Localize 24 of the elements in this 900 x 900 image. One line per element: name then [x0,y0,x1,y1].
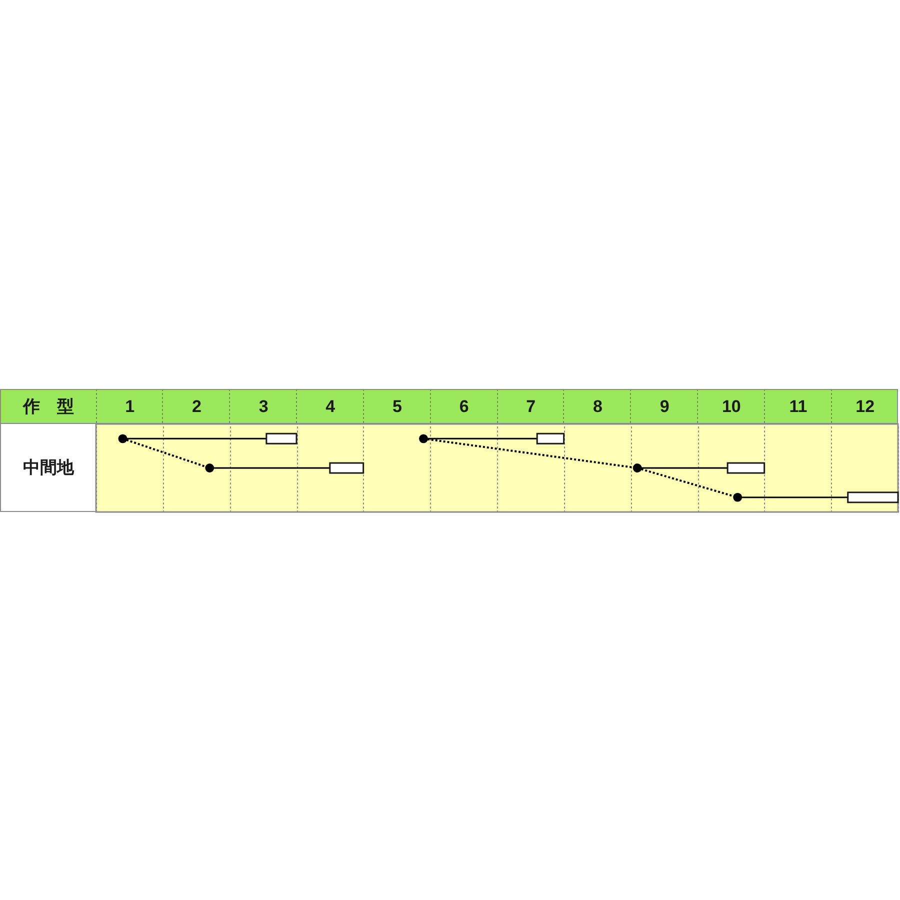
x-tick-label: 6 [459,397,469,416]
x-tick-label: 10 [722,397,741,416]
x-tick-label: 12 [856,397,875,416]
point [419,434,428,444]
y-axis-title: 作 型 [22,397,74,416]
x-tick-label: 9 [660,397,670,416]
bar [329,462,364,474]
point [733,492,742,502]
y-tick-label: 中間地 [23,458,75,477]
bar [847,492,899,504]
point [205,464,214,472]
bar [266,432,298,444]
bar [726,462,766,474]
bar [536,432,565,444]
x-tick-label: 11 [789,397,808,416]
x-tick-label: 3 [258,397,268,416]
x-tick-label: 1 [125,397,135,416]
x-tick-label: 2 [192,397,202,416]
x-tick-label: 7 [526,397,536,416]
x-tick-label: 5 [392,397,402,416]
x-tick-label: 4 [326,397,336,416]
point [632,464,642,472]
point [118,434,128,444]
x-tick-label: 8 [593,397,602,416]
